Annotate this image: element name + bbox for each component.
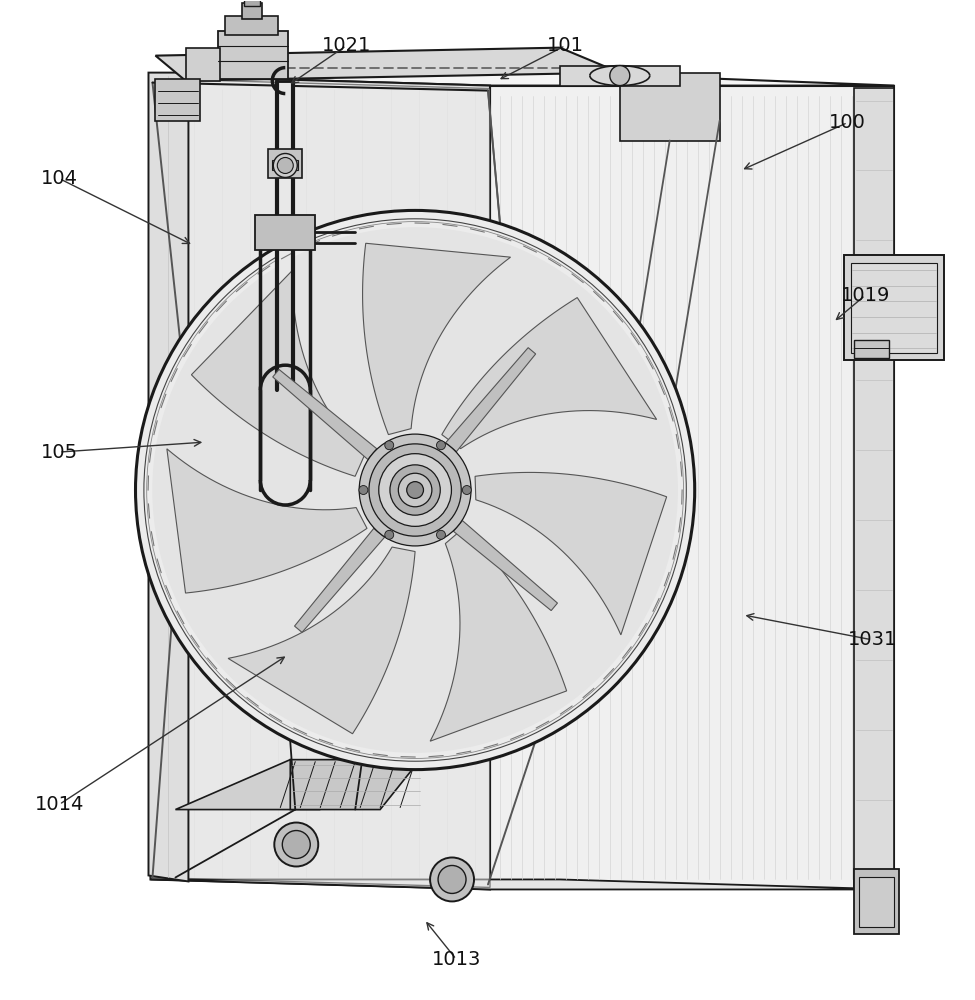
Polygon shape xyxy=(860,877,894,927)
Polygon shape xyxy=(272,160,298,170)
Circle shape xyxy=(359,434,471,546)
Polygon shape xyxy=(560,66,680,86)
Polygon shape xyxy=(490,86,894,889)
Circle shape xyxy=(274,823,318,866)
Polygon shape xyxy=(291,760,420,810)
Text: 105: 105 xyxy=(41,443,78,462)
Text: 1021: 1021 xyxy=(322,36,371,55)
Circle shape xyxy=(438,865,466,893)
Polygon shape xyxy=(442,298,656,449)
Polygon shape xyxy=(218,31,289,79)
Circle shape xyxy=(369,444,461,536)
Polygon shape xyxy=(294,528,384,632)
Polygon shape xyxy=(176,760,320,810)
Polygon shape xyxy=(851,263,937,353)
Polygon shape xyxy=(167,449,367,593)
Polygon shape xyxy=(430,528,566,741)
Polygon shape xyxy=(844,255,945,360)
Polygon shape xyxy=(150,73,894,86)
Polygon shape xyxy=(620,73,720,141)
Circle shape xyxy=(437,441,446,450)
Polygon shape xyxy=(155,48,620,81)
Circle shape xyxy=(390,465,441,515)
Polygon shape xyxy=(278,83,292,388)
Circle shape xyxy=(273,153,297,177)
Polygon shape xyxy=(225,16,278,35)
Polygon shape xyxy=(228,547,415,734)
Circle shape xyxy=(378,454,451,526)
Polygon shape xyxy=(155,79,201,121)
Circle shape xyxy=(283,831,310,858)
Polygon shape xyxy=(150,76,490,889)
Circle shape xyxy=(430,857,474,901)
Polygon shape xyxy=(268,149,302,178)
Polygon shape xyxy=(245,0,260,6)
Circle shape xyxy=(462,486,471,494)
Circle shape xyxy=(407,482,423,498)
Circle shape xyxy=(437,530,446,539)
Circle shape xyxy=(359,486,368,494)
Circle shape xyxy=(399,473,432,507)
Polygon shape xyxy=(191,270,365,476)
Polygon shape xyxy=(243,3,262,19)
Polygon shape xyxy=(273,369,376,459)
Circle shape xyxy=(152,227,678,753)
Polygon shape xyxy=(148,73,188,881)
Circle shape xyxy=(385,441,394,450)
Text: 101: 101 xyxy=(547,36,584,55)
Polygon shape xyxy=(150,879,894,889)
Polygon shape xyxy=(186,48,220,81)
Polygon shape xyxy=(446,348,535,452)
Text: 100: 100 xyxy=(830,113,866,132)
Polygon shape xyxy=(363,243,511,435)
Text: 1013: 1013 xyxy=(432,950,481,969)
Polygon shape xyxy=(150,79,490,887)
Text: 1014: 1014 xyxy=(34,795,84,814)
Polygon shape xyxy=(854,869,899,934)
Circle shape xyxy=(609,66,630,86)
Circle shape xyxy=(385,530,394,539)
Text: 1019: 1019 xyxy=(840,286,890,305)
Polygon shape xyxy=(453,521,558,611)
Polygon shape xyxy=(255,215,315,250)
Text: 1031: 1031 xyxy=(847,630,897,649)
Text: 104: 104 xyxy=(41,169,78,188)
Circle shape xyxy=(136,210,695,770)
Polygon shape xyxy=(475,472,667,635)
Circle shape xyxy=(277,157,293,173)
Polygon shape xyxy=(854,340,889,358)
Polygon shape xyxy=(854,88,894,887)
